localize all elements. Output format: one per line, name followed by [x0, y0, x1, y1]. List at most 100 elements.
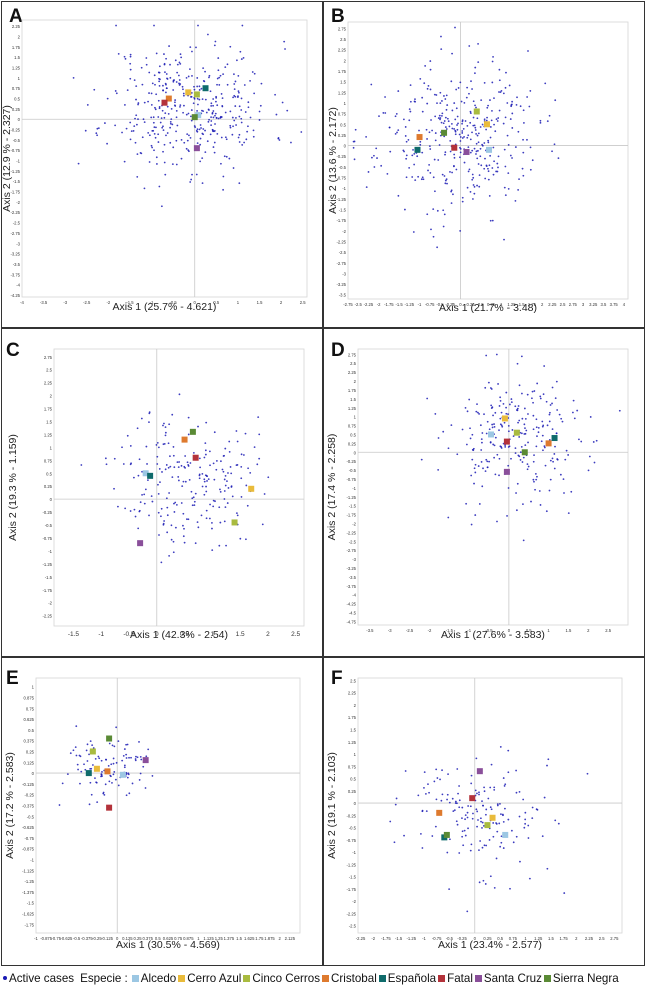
centroid-espanola [414, 146, 421, 153]
active-case-point [95, 781, 98, 784]
panel-letter-d: D [331, 340, 345, 361]
active-case-point [204, 151, 207, 154]
active-case-point [496, 803, 499, 805]
active-case-point [380, 164, 383, 167]
active-case-point [450, 424, 453, 427]
x-tick-label: 3.5 [601, 302, 607, 307]
x-tick-label: -1.5 [395, 302, 403, 307]
active-case-point [425, 792, 427, 795]
active-case-point [561, 420, 564, 423]
active-case-point [69, 752, 72, 755]
x-tick-label: -2.25 [356, 936, 366, 941]
active-case-point [214, 112, 217, 115]
active-case-point [489, 154, 492, 157]
active-case-point [180, 464, 183, 467]
active-case-point [179, 104, 182, 107]
active-case-point [404, 770, 407, 772]
y-tick-label: 2 [354, 703, 357, 708]
x-tick-label: 0.5 [180, 631, 189, 638]
y-tick-label: -4.25 [346, 602, 356, 607]
active-case-point [213, 130, 215, 133]
y-tick-label: -3.25 [10, 252, 20, 257]
active-case-point [477, 61, 480, 64]
active-case-point [430, 228, 432, 231]
x-tick-label: -0.5 [485, 628, 493, 633]
active-case-point [527, 465, 530, 468]
active-case-point [418, 129, 420, 132]
active-case-point [129, 68, 132, 71]
active-case-point [258, 433, 261, 436]
centroid-cristobal [545, 440, 552, 447]
active-case-point [545, 400, 548, 403]
active-case-point [190, 178, 193, 181]
centroid-cerro-azul [501, 415, 508, 422]
active-case-point [197, 24, 199, 27]
legend-item-cerro-azul: Cerro Azul [178, 972, 241, 985]
y-tick-label: -3.25 [346, 566, 356, 571]
active-case-point [191, 75, 193, 77]
active-cases [80, 393, 270, 564]
active-case-point [135, 755, 137, 758]
active-case-point [211, 527, 213, 530]
x-tick-label: 1.125 [203, 936, 214, 941]
y-tick-label: 1.25 [44, 432, 53, 437]
active-case-point [480, 449, 483, 451]
active-case-point [238, 182, 241, 185]
active-case-point [165, 464, 168, 466]
active-case-point [58, 804, 61, 806]
x-tick-label: 1.75 [255, 936, 264, 941]
active-case-point [245, 484, 248, 487]
active-case-point [129, 55, 132, 58]
active-case-point [258, 457, 261, 460]
active-case-point [156, 463, 159, 465]
y-tick-label: -3.5 [349, 575, 357, 580]
active-case-point [237, 95, 239, 98]
active-case-point [474, 104, 476, 107]
active-case-point [162, 84, 164, 87]
active-case-point [450, 202, 453, 205]
active-case-point [500, 835, 503, 838]
active-case-point [405, 157, 408, 160]
active-case-point [512, 435, 515, 438]
active-case-point [210, 124, 213, 127]
active-case-point [454, 130, 457, 133]
centroid-alcedo [119, 771, 126, 778]
active-case-point [428, 145, 431, 147]
active-case-point [498, 405, 501, 407]
centroid-sierra-negra [191, 114, 198, 121]
active-case-point [492, 443, 495, 446]
y-tick-label: -0.5 [27, 814, 35, 819]
active-case-point [178, 461, 181, 463]
active-case-point [173, 502, 175, 505]
active-case-point [435, 94, 438, 96]
active-case-point [238, 105, 241, 108]
active-case-point [527, 824, 530, 827]
y-tick-label: -1.125 [22, 868, 35, 873]
active-case-point [106, 142, 108, 145]
active-case-point [133, 476, 135, 479]
active-case-point [158, 468, 161, 470]
active-case-point [499, 802, 501, 805]
active-case-point [469, 151, 472, 154]
active-case-point [502, 122, 505, 125]
active-case-point [479, 155, 482, 158]
y-tick-label: 2.25 [12, 24, 21, 29]
active-case-point [137, 527, 140, 530]
centroid-alcedo [502, 831, 509, 838]
active-case-point [468, 45, 471, 47]
active-case-point [142, 118, 145, 121]
active-case-point [97, 127, 100, 130]
active-case-point [593, 461, 596, 464]
active-case-point [150, 104, 153, 106]
active-case-point [526, 138, 528, 141]
active-case-point [476, 403, 478, 406]
active-case-point [168, 423, 171, 426]
active-case-point [459, 151, 462, 154]
active-case-point [414, 179, 417, 182]
active-case-point [527, 837, 530, 839]
y-tick-label: -0.25 [346, 813, 356, 818]
active-case-point [200, 127, 202, 129]
active-case-point [216, 83, 218, 86]
active-case-point [242, 454, 245, 456]
legend-item-label: Alcedo [140, 971, 177, 985]
